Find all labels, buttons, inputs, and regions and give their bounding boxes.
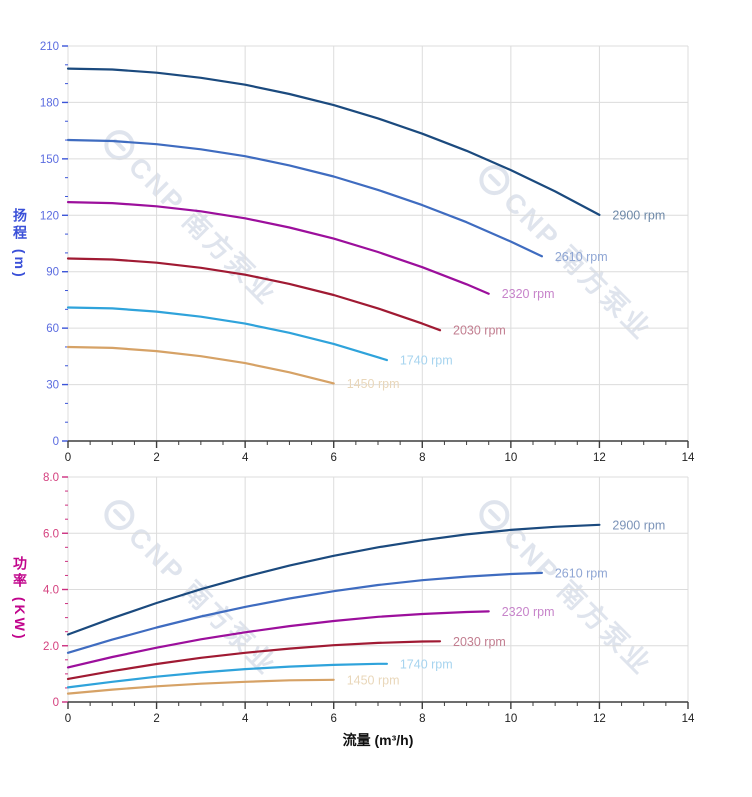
power-y-tick-label: 4.0 — [43, 585, 59, 597]
power-curve-2900-rpm — [66, 523, 601, 636]
head-curve-label-1450-rpm: 1450 rpm — [347, 377, 400, 391]
head-x-tick-label: 8 — [419, 452, 425, 464]
head-y-tick-label: 150 — [40, 154, 59, 166]
power-curve-2030-rpm — [66, 640, 442, 680]
head-x-tick-label: 6 — [331, 452, 337, 464]
flow-axis-title: 流量 (m³/h) — [342, 732, 414, 748]
head-x-tick-label: 12 — [593, 452, 606, 464]
power-x-tick-label: 10 — [504, 713, 517, 725]
power-x-tick-label: 2 — [153, 713, 159, 725]
head-curve-label-2030-rpm: 2030 rpm — [453, 324, 506, 338]
power-x-tick-label: 4 — [242, 713, 249, 725]
power-y-tick-label: 2.0 — [43, 641, 59, 653]
head-y-tick-label: 0 — [53, 436, 59, 448]
power-curve-label-2320-rpm: 2320 rpm — [502, 605, 555, 619]
head-curve-label-2320-rpm: 2320 rpm — [502, 287, 555, 301]
head-x-tick-label: 2 — [153, 452, 159, 464]
power-axis-title: 功率 (KW) — [12, 556, 28, 642]
head-x-tick-label: 10 — [504, 452, 517, 464]
head-curve-2320-rpm — [66, 201, 490, 295]
power-x-tick-label: 0 — [65, 713, 71, 725]
power-y-tick-label: 0 — [53, 697, 59, 709]
power-curve-1740-rpm — [66, 662, 388, 689]
power-curve-label-2610-rpm: 2610 rpm — [555, 566, 608, 580]
head-curve-1740-rpm — [66, 306, 388, 362]
head-y-tick-label: 120 — [40, 210, 59, 222]
power-curve-2320-rpm — [66, 610, 490, 669]
power-curve-label-2900-rpm: 2900 rpm — [612, 518, 665, 532]
power-curve-2610-rpm — [66, 571, 543, 654]
head-curve-label-2610-rpm: 2610 rpm — [555, 250, 608, 264]
head-axis-title: 扬程 (m) — [12, 208, 28, 280]
head-curve-label-2900-rpm: 2900 rpm — [612, 208, 665, 222]
head-y-tick-label: 180 — [40, 97, 59, 109]
power-curve-1450-rpm — [66, 678, 335, 695]
head-x-tick-label: 0 — [65, 452, 71, 464]
head-curve-1450-rpm — [66, 345, 335, 385]
power-curve-label-2030-rpm: 2030 rpm — [453, 635, 506, 649]
power-x-tick-label: 12 — [593, 713, 606, 725]
head-curve-label-1740-rpm: 1740 rpm — [400, 354, 453, 368]
head-x-tick-label: 4 — [242, 452, 249, 464]
power-x-tick-label: 8 — [419, 713, 425, 725]
power-curve-label-1450-rpm: 1450 rpm — [347, 673, 400, 687]
power-x-tick-label: 14 — [682, 713, 695, 725]
power-y-tick-label: 8.0 — [43, 472, 59, 484]
head-y-tick-label: 30 — [46, 380, 59, 392]
head-y-tick-label: 90 — [46, 267, 59, 279]
head-curve-2610-rpm — [66, 138, 543, 258]
head-y-tick-label: 60 — [46, 323, 59, 335]
head-y-tick-label: 210 — [40, 41, 59, 53]
head-curve-2030-rpm — [66, 257, 442, 332]
power-y-tick-label: 6.0 — [43, 528, 59, 540]
power-curve-label-1740-rpm: 1740 rpm — [400, 657, 453, 671]
power-x-tick-label: 6 — [331, 713, 337, 725]
head-curve-2900-rpm — [66, 67, 601, 216]
head-x-tick-label: 14 — [682, 452, 695, 464]
